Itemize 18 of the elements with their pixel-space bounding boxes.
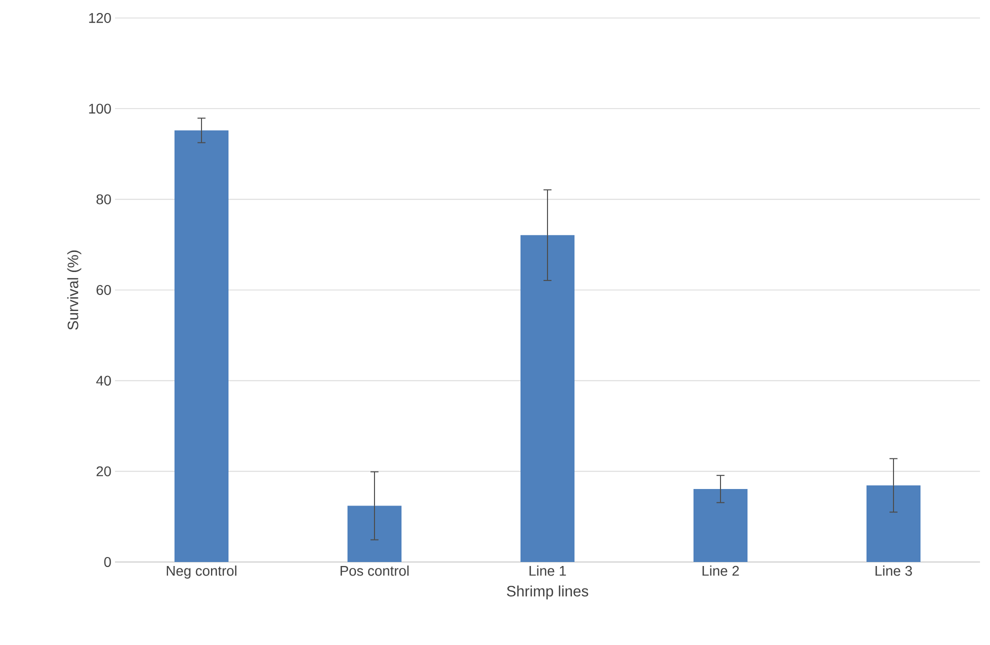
y-tick-label: 0 (104, 557, 111, 567)
x-tick-label: Neg control (166, 566, 236, 579)
bar (694, 489, 748, 562)
y-axis-title: Survival (%) (67, 250, 82, 330)
y-tick-label: 40 (96, 376, 111, 386)
y-tick-label: 120 (89, 13, 111, 23)
x-tick-label: Pos control (340, 566, 409, 576)
y-tick-label: 60 (96, 285, 111, 295)
x-tick-label: Line 3 (876, 566, 912, 576)
y-tick-label: 100 (89, 104, 111, 114)
x-tick-label: Line 2 (702, 566, 739, 576)
x-axis-title: Shrimp lines (506, 585, 588, 600)
bar (866, 485, 921, 562)
y-tick-label: 80 (96, 194, 111, 204)
bar (174, 130, 229, 562)
x-tick-label: Line 1 (530, 566, 566, 576)
y-tick-label: 20 (96, 466, 111, 476)
bar (520, 235, 575, 562)
